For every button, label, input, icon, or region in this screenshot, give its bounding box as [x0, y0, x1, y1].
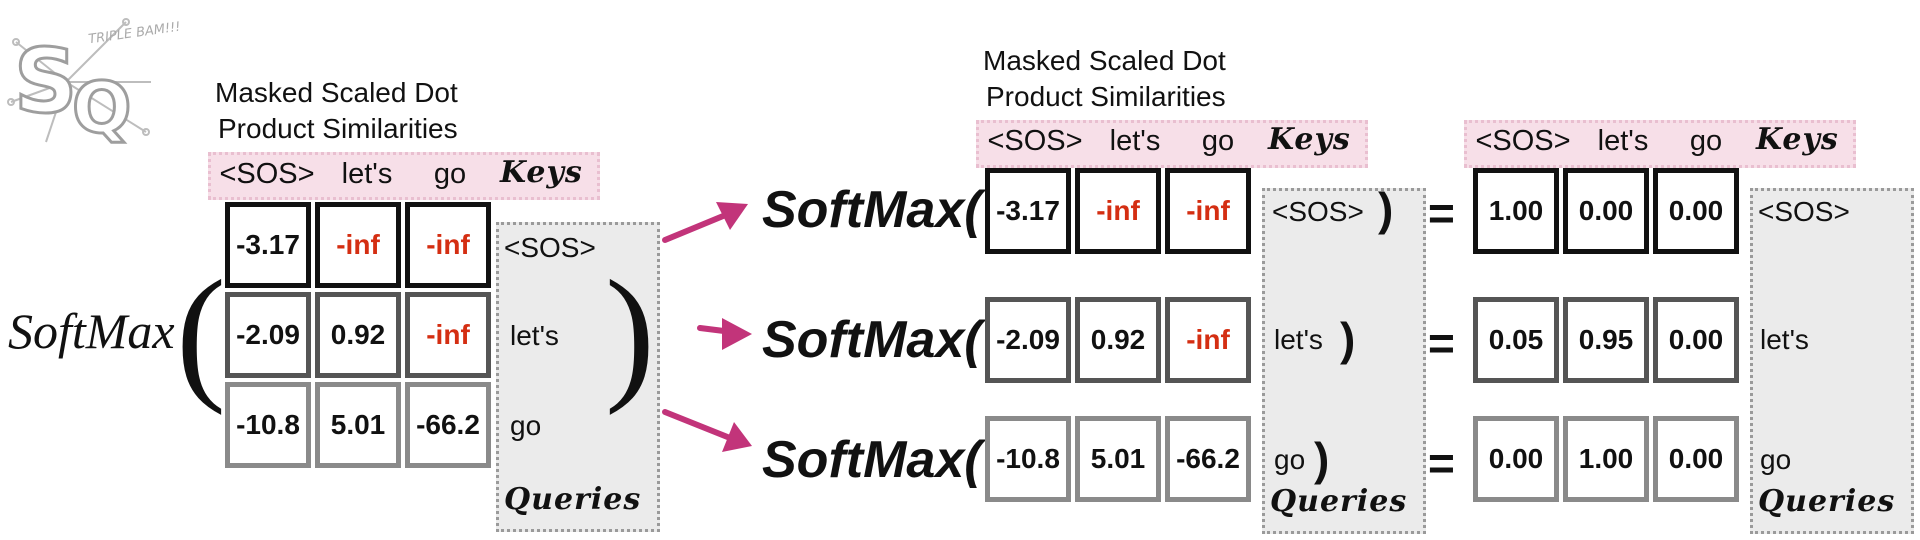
right-cell-r2c1: -2.09 — [985, 297, 1071, 383]
output-cell-r3c1: 0.00 — [1473, 416, 1559, 502]
output-query-go: go — [1760, 444, 1792, 475]
right-caption-line2: Product Similarities — [986, 81, 1226, 112]
right-query-sos: <SOS> — [1272, 196, 1364, 227]
right-query-go: go — [1274, 444, 1306, 475]
output-keys-band — [1464, 120, 1856, 168]
close-paren-row3: ) — [1314, 433, 1330, 485]
output-cell-r1c3: 0.00 — [1653, 168, 1739, 254]
statquest-logo: S Q TRIPLE BAM!!! — [6, 12, 181, 152]
left-query-go: go — [510, 410, 542, 441]
output-queries-label: Queries — [1758, 484, 1896, 519]
right-cell-r3c1: -10.8 — [985, 416, 1071, 502]
arrow-to-row3 — [662, 409, 733, 441]
arrow-to-row1 — [662, 211, 731, 243]
output-query-sos: <SOS> — [1758, 196, 1850, 227]
output-key-sos: <SOS> — [1475, 125, 1571, 157]
output-cell-r3c2: 1.00 — [1563, 416, 1649, 502]
output-cell-r2c3: 0.00 — [1653, 297, 1739, 383]
left-cell-r2c1: -2.09 — [225, 292, 311, 378]
output-cell-r2c1: 0.05 — [1473, 297, 1559, 383]
output-keys-label: Keys — [1756, 122, 1839, 157]
arrows-group — [662, 202, 752, 452]
softmax-call-row3: SoftMax( — [762, 431, 982, 489]
output-cell-r1c1: 1.00 — [1473, 168, 1559, 254]
output-key-lets: let's — [1597, 125, 1649, 157]
left-softmax-label: SoftMax — [8, 303, 175, 359]
output-cell-r1c2: 0.00 — [1563, 168, 1649, 254]
left-cell-r1c2: -inf — [315, 202, 401, 288]
left-cell-r3c1: -10.8 — [225, 382, 311, 468]
left-cell-r3c3: -66.2 — [405, 382, 491, 468]
left-cell-r1c1: -3.17 — [225, 202, 311, 288]
right-cell-r1c1: -3.17 — [985, 168, 1071, 254]
left-cell-r3c2: 5.01 — [315, 382, 401, 468]
left-cell-r1c3: -inf — [405, 202, 491, 288]
left-cell-r2c3: -inf — [405, 292, 491, 378]
left-keys-band — [208, 152, 600, 200]
right-cell-r2c3: -inf — [1165, 297, 1251, 383]
right-key-lets: let's — [1109, 125, 1161, 157]
arrow-head-row2 — [722, 318, 752, 350]
left-open-paren: ( — [176, 250, 226, 416]
arrow-head-row3 — [722, 422, 752, 452]
output-cell-r2c2: 0.95 — [1563, 297, 1649, 383]
output-cell-r3c3: 0.00 — [1653, 416, 1739, 502]
right-cell-r3c2: 5.01 — [1075, 416, 1161, 502]
svg-text:Q: Q — [72, 67, 132, 149]
equals-row2: = — [1428, 317, 1455, 369]
left-queries-label: Queries — [504, 482, 642, 517]
right-key-go: go — [1201, 125, 1235, 157]
equals-row1: = — [1428, 187, 1455, 239]
svg-text:S: S — [14, 30, 77, 133]
left-cell-r2c2: 0.92 — [315, 292, 401, 378]
close-paren-row2: ) — [1340, 313, 1356, 365]
left-key-go: go — [433, 158, 467, 190]
right-keys-label: Keys — [1268, 122, 1351, 157]
softmax-call-row1: SoftMax( — [762, 181, 982, 239]
output-query-lets: let's — [1760, 324, 1809, 355]
right-keys-band — [976, 120, 1368, 168]
right-queries-panel — [1262, 188, 1426, 534]
left-caption-line1: Masked Scaled Dot — [215, 77, 458, 108]
right-cell-r2c2: 0.92 — [1075, 297, 1161, 383]
output-key-go: go — [1689, 125, 1723, 157]
left-key-lets: let's — [341, 158, 393, 190]
close-paren-row1: ) — [1378, 183, 1394, 235]
left-keys-label: Keys — [500, 155, 583, 190]
left-close-paren: ) — [605, 250, 655, 416]
equals-row3: = — [1428, 437, 1455, 489]
right-cell-r3c3: -66.2 — [1165, 416, 1251, 502]
right-cell-r1c3: -inf — [1165, 168, 1251, 254]
left-caption-line2: Product Similarities — [218, 113, 458, 144]
left-query-sos: <SOS> — [504, 232, 596, 263]
right-queries-label: Queries — [1270, 484, 1408, 519]
right-cell-r1c2: -inf — [1075, 168, 1161, 254]
left-key-sos: <SOS> — [219, 158, 315, 190]
left-queries-panel — [496, 222, 660, 532]
output-queries-panel — [1750, 188, 1914, 534]
right-query-lets: let's — [1274, 324, 1323, 355]
softmax-call-row2: SoftMax( — [762, 311, 982, 369]
right-key-sos: <SOS> — [987, 125, 1083, 157]
arrow-head-row1 — [716, 202, 748, 230]
left-query-lets: let's — [510, 320, 559, 351]
right-caption-line1: Masked Scaled Dot — [983, 45, 1226, 76]
